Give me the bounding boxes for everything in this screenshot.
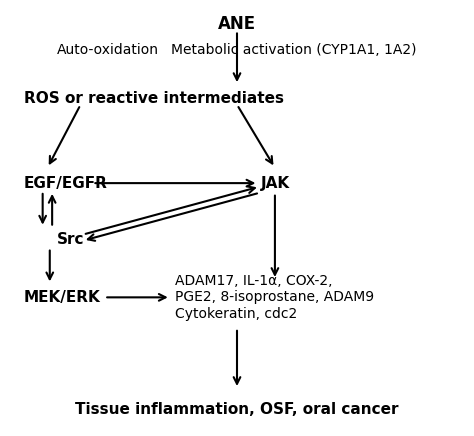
Text: Src: Src	[57, 232, 84, 247]
Text: MEK/ERK: MEK/ERK	[24, 290, 100, 305]
Text: EGF/EGFR: EGF/EGFR	[24, 176, 108, 191]
Text: JAK: JAK	[261, 176, 290, 191]
Text: Auto-oxidation: Auto-oxidation	[57, 43, 159, 57]
Text: ANE: ANE	[218, 15, 256, 33]
Text: ROS or reactive intermediates: ROS or reactive intermediates	[24, 91, 284, 106]
Text: ADAM17, IL-1α, COX-2,
PGE2, 8-isoprostane, ADAM9
Cytokeratin, cdc2: ADAM17, IL-1α, COX-2, PGE2, 8-isoprostan…	[175, 274, 374, 320]
Text: Tissue inflammation, OSF, oral cancer: Tissue inflammation, OSF, oral cancer	[75, 402, 399, 417]
Text: Metabolic activation (CYP1A1, 1A2): Metabolic activation (CYP1A1, 1A2)	[171, 43, 416, 57]
